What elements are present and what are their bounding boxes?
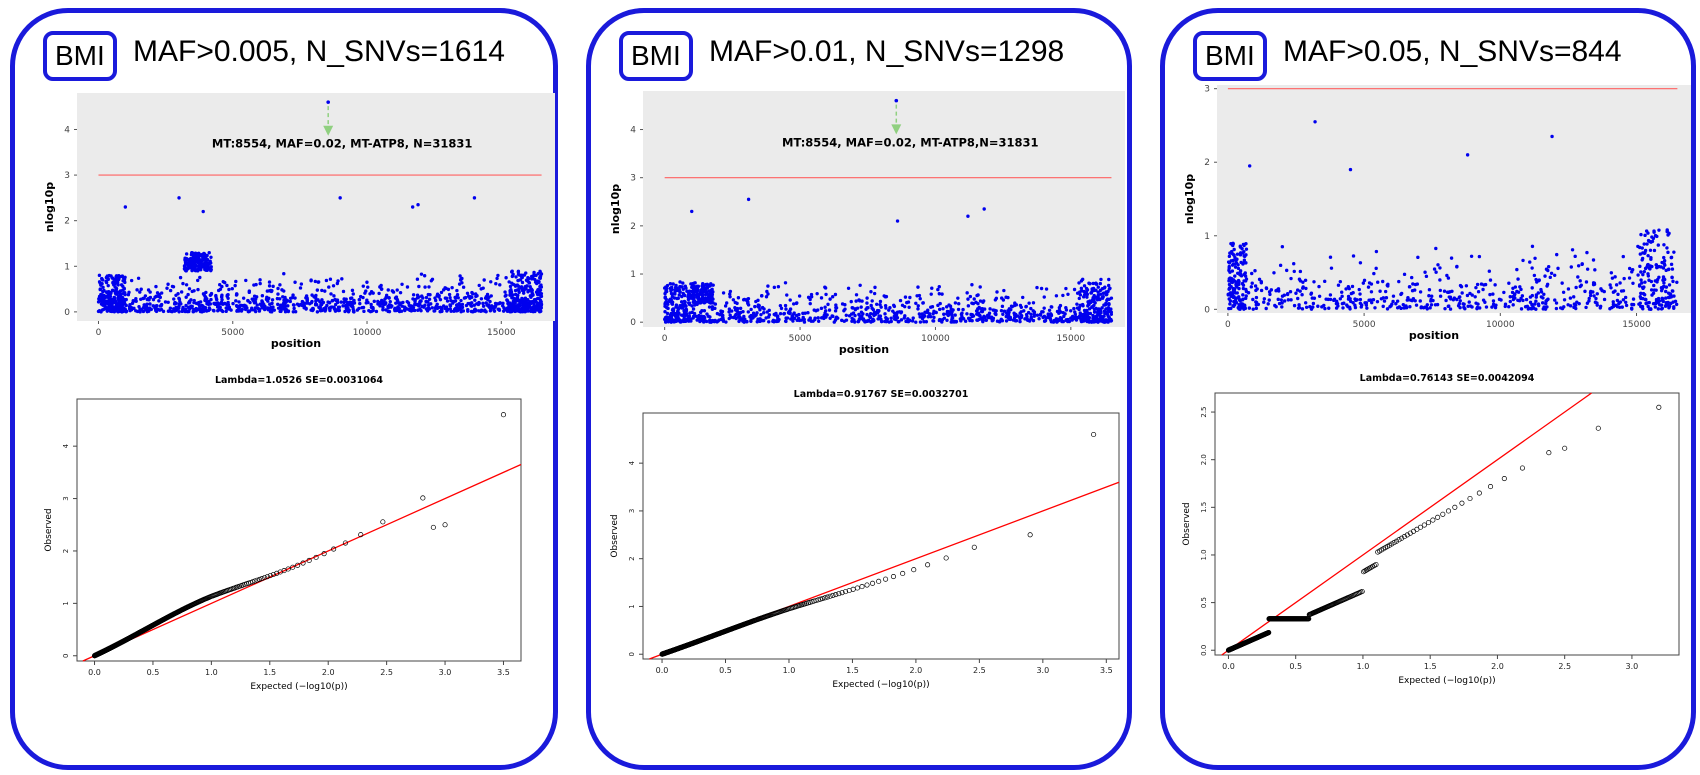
- y-tick-label: 4: [628, 460, 636, 465]
- y-axis-label: Observed: [610, 514, 620, 557]
- x-tick-label: 2.0: [910, 666, 923, 675]
- qq-title: Lambda=0.91767 SE=0.0032701: [794, 389, 969, 400]
- y-tick-label: 3: [62, 496, 70, 500]
- identity-line: [1222, 393, 1592, 655]
- qq-point: [825, 595, 829, 599]
- x-tick-label: 1.5: [263, 668, 276, 677]
- y-tick-label: 2: [628, 556, 636, 560]
- qq-point: [834, 592, 838, 596]
- qq-point: [381, 520, 385, 524]
- qq-frame: [77, 399, 521, 661]
- y-axis-label: Observed: [1182, 502, 1192, 545]
- qq-point: [1091, 432, 1095, 436]
- x-tick-label: 1.0: [205, 668, 218, 677]
- y-tick-label: 2.5: [1200, 406, 1208, 417]
- qq-point: [883, 577, 887, 581]
- y-axis-label: Observed: [44, 508, 54, 551]
- qq-point: [925, 563, 929, 567]
- qq-point: [865, 583, 869, 587]
- x-tick-label: 2.0: [322, 668, 335, 677]
- qq-frame: [1215, 393, 1679, 655]
- y-tick-label: 1.5: [1200, 502, 1208, 513]
- x-tick-label: 2.0: [1491, 662, 1504, 671]
- qq-plot: Lambda=0.76143 SE=0.0042094 0.0 0.5 1.0 1.5 2…: [1165, 13, 1700, 775]
- qq-point: [831, 593, 835, 597]
- y-tick-label: 0: [628, 652, 636, 656]
- y-tick-label: 0.5: [1200, 597, 1208, 608]
- x-tick-label: 1.0: [783, 666, 796, 675]
- qq-title: Lambda=1.0526 SE=0.0031064: [215, 375, 383, 386]
- y-tick-label: 0.0: [1200, 645, 1208, 656]
- qq-plot: Lambda=0.91767 SE=0.0032701 0.0 0.5 1.0 1.5 2…: [591, 13, 1137, 775]
- y-tick-label: 4: [62, 443, 70, 448]
- x-tick-label: 0.5: [1289, 662, 1302, 671]
- qq-point: [944, 556, 948, 560]
- x-tick-label: 3.0: [439, 668, 452, 677]
- x-tick-label: 0.0: [1222, 662, 1235, 671]
- y-tick-label: 1.0: [1200, 549, 1208, 560]
- identity-line: [83, 465, 521, 662]
- qq-title: Lambda=0.76143 SE=0.0042094: [1360, 373, 1535, 384]
- qq-point: [900, 571, 904, 575]
- qq-point: [972, 545, 976, 549]
- y-tick-label: 2: [62, 549, 70, 553]
- x-tick-label: 0.0: [88, 668, 101, 677]
- x-tick-label: 1.0: [1357, 662, 1370, 671]
- x-tick-label: 3.5: [1100, 666, 1113, 675]
- y-tick-label: 0: [62, 654, 70, 658]
- qq-point: [912, 567, 916, 571]
- qq-point: [876, 579, 880, 583]
- x-axis-label: Expected (−log10(p)): [250, 682, 347, 692]
- qq-point: [891, 574, 895, 578]
- x-tick-label: 2.5: [380, 668, 393, 677]
- qq-point: [443, 523, 447, 527]
- x-tick-label: 1.5: [1424, 662, 1437, 671]
- x-tick-label: 0.5: [147, 668, 160, 677]
- x-tick-label: 1.5: [846, 666, 859, 675]
- qq-point: [855, 586, 859, 590]
- qq-point: [1028, 533, 1032, 537]
- x-tick-label: 3.0: [1036, 666, 1049, 675]
- x-tick-label: 3.5: [497, 668, 510, 677]
- x-tick-label: 2.5: [1558, 662, 1571, 671]
- qq-point: [851, 587, 855, 591]
- qq-point: [431, 525, 435, 529]
- y-tick-label: 1: [62, 601, 70, 605]
- y-tick-label: 1: [628, 604, 636, 608]
- x-tick-label: 2.5: [973, 666, 986, 675]
- y-tick-label: 2.0: [1200, 454, 1208, 465]
- qq-point: [870, 581, 874, 585]
- x-tick-label: 3.0: [1626, 662, 1639, 671]
- qq-point: [421, 496, 425, 500]
- y-tick-label: 3: [628, 509, 636, 513]
- qq-frame: [643, 413, 1119, 659]
- x-axis-label: Expected (−log10(p)): [1398, 676, 1495, 686]
- x-tick-label: 0.5: [719, 666, 732, 675]
- x-axis-label: Expected (−log10(p)): [832, 680, 929, 690]
- qq-point: [860, 584, 864, 588]
- qq-point: [828, 594, 832, 598]
- x-tick-label: 0.0: [656, 666, 669, 675]
- qq-plot: Lambda=1.0526 SE=0.0031064 0.0 0.5 1.0 1.5 2.…: [15, 13, 563, 775]
- qq-point: [501, 413, 505, 417]
